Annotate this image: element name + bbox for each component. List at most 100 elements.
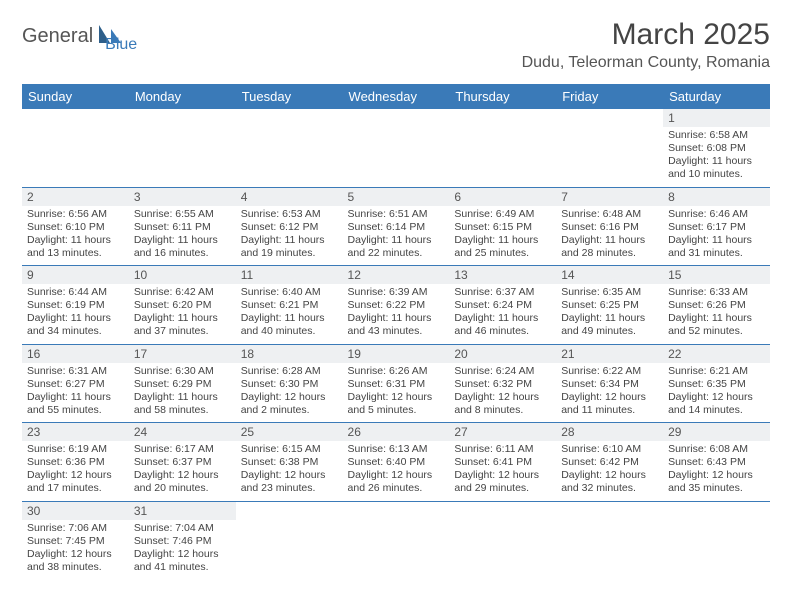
daylight-line: Daylight: 11 hours and 43 minutes. bbox=[348, 312, 445, 338]
day-number: 17 bbox=[129, 345, 236, 363]
calendar-cell bbox=[449, 109, 556, 187]
sunrise-line: Sunrise: 6:39 AM bbox=[348, 286, 445, 299]
daylight-line: Daylight: 12 hours and 8 minutes. bbox=[454, 391, 551, 417]
day-number: 3 bbox=[129, 188, 236, 206]
sunrise-line: Sunrise: 6:37 AM bbox=[454, 286, 551, 299]
calendar-cell: 6Sunrise: 6:49 AMSunset: 6:15 PMDaylight… bbox=[449, 187, 556, 266]
sunset-line: Sunset: 6:12 PM bbox=[241, 221, 338, 234]
sunrise-line: Sunrise: 6:21 AM bbox=[668, 365, 765, 378]
sunrise-line: Sunrise: 6:10 AM bbox=[561, 443, 658, 456]
calendar-cell: 17Sunrise: 6:30 AMSunset: 6:29 PMDayligh… bbox=[129, 344, 236, 423]
sunrise-line: Sunrise: 6:46 AM bbox=[668, 208, 765, 221]
sunset-line: Sunset: 6:11 PM bbox=[134, 221, 231, 234]
sunset-line: Sunset: 6:34 PM bbox=[561, 378, 658, 391]
day-number: 10 bbox=[129, 266, 236, 284]
day-number: 29 bbox=[663, 423, 770, 441]
day-number: 7 bbox=[556, 188, 663, 206]
sunrise-line: Sunrise: 6:56 AM bbox=[27, 208, 124, 221]
sunset-line: Sunset: 6:35 PM bbox=[668, 378, 765, 391]
daylight-line: Daylight: 12 hours and 11 minutes. bbox=[561, 391, 658, 417]
sunrise-line: Sunrise: 6:49 AM bbox=[454, 208, 551, 221]
day-number: 1 bbox=[663, 109, 770, 127]
calendar-cell: 13Sunrise: 6:37 AMSunset: 6:24 PMDayligh… bbox=[449, 266, 556, 345]
calendar-cell: 8Sunrise: 6:46 AMSunset: 6:17 PMDaylight… bbox=[663, 187, 770, 266]
daylight-line: Daylight: 11 hours and 31 minutes. bbox=[668, 234, 765, 260]
day-number: 16 bbox=[22, 345, 129, 363]
weekday-header: Saturday bbox=[663, 84, 770, 109]
day-number: 31 bbox=[129, 502, 236, 520]
calendar-row: 23Sunrise: 6:19 AMSunset: 6:36 PMDayligh… bbox=[22, 423, 770, 502]
day-number: 20 bbox=[449, 345, 556, 363]
sunset-line: Sunset: 6:43 PM bbox=[668, 456, 765, 469]
day-number: 18 bbox=[236, 345, 343, 363]
day-number: 28 bbox=[556, 423, 663, 441]
calendar-cell: 14Sunrise: 6:35 AMSunset: 6:25 PMDayligh… bbox=[556, 266, 663, 345]
sunset-line: Sunset: 6:19 PM bbox=[27, 299, 124, 312]
calendar-body: 1 Sunrise: 6:58 AMSunset: 6:08 PM Daylight… bbox=[22, 109, 770, 579]
sunrise-line: Sunrise: 7:04 AM bbox=[134, 522, 231, 535]
sunrise-line: Sunrise: 6:26 AM bbox=[348, 365, 445, 378]
sunrise-line: Sunrise: 6:53 AM bbox=[241, 208, 338, 221]
calendar-cell: 9Sunrise: 6:44 AMSunset: 6:19 PMDaylight… bbox=[22, 266, 129, 345]
calendar-cell: 5Sunrise: 6:51 AMSunset: 6:14 PMDaylight… bbox=[343, 187, 450, 266]
day-number: 2 bbox=[22, 188, 129, 206]
calendar-cell: 21Sunrise: 6:22 AMSunset: 6:34 PMDayligh… bbox=[556, 344, 663, 423]
sunrise-line: Sunrise: 6:17 AM bbox=[134, 443, 231, 456]
calendar-cell: 18Sunrise: 6:28 AMSunset: 6:30 PMDayligh… bbox=[236, 344, 343, 423]
weekday-header: Sunday bbox=[22, 84, 129, 109]
sunrise-line: Sunrise: 6:13 AM bbox=[348, 443, 445, 456]
daylight-line: Daylight: 11 hours and 28 minutes. bbox=[561, 234, 658, 260]
sunrise-line: Sunrise: 6:42 AM bbox=[134, 286, 231, 299]
day-number: 24 bbox=[129, 423, 236, 441]
calendar-cell bbox=[129, 109, 236, 187]
calendar-cell: 31Sunrise: 7:04 AMSunset: 7:46 PMDayligh… bbox=[129, 501, 236, 579]
sunset-line: Sunset: 6:08 PM bbox=[668, 142, 765, 155]
sunset-line: Sunset: 6:26 PM bbox=[668, 299, 765, 312]
daylight-line: Daylight: 11 hours and 37 minutes. bbox=[134, 312, 231, 338]
day-number: 9 bbox=[22, 266, 129, 284]
logo: General Blue bbox=[22, 18, 137, 54]
sunset-line: Sunset: 6:41 PM bbox=[454, 456, 551, 469]
calendar-table: SundayMondayTuesdayWednesdayThursdayFrid… bbox=[22, 84, 770, 579]
sunset-line: Sunset: 6:42 PM bbox=[561, 456, 658, 469]
calendar-cell: 22Sunrise: 6:21 AMSunset: 6:35 PMDayligh… bbox=[663, 344, 770, 423]
sunrise-line: Sunrise: 6:51 AM bbox=[348, 208, 445, 221]
sunset-line: Sunset: 6:30 PM bbox=[241, 378, 338, 391]
calendar-cell: 19Sunrise: 6:26 AMSunset: 6:31 PMDayligh… bbox=[343, 344, 450, 423]
sunrise-line: Sunrise: 6:30 AM bbox=[134, 365, 231, 378]
day-number: 30 bbox=[22, 502, 129, 520]
day-number: 14 bbox=[556, 266, 663, 284]
daylight-line: Daylight: 12 hours and 5 minutes. bbox=[348, 391, 445, 417]
sunrise-line: Sunrise: 6:11 AM bbox=[454, 443, 551, 456]
calendar-row: 16Sunrise: 6:31 AMSunset: 6:27 PMDayligh… bbox=[22, 344, 770, 423]
sunrise-line: Sunrise: 6:58 AM bbox=[668, 129, 765, 142]
day-number: 25 bbox=[236, 423, 343, 441]
calendar-cell bbox=[449, 501, 556, 579]
sunset-line: Sunset: 6:25 PM bbox=[561, 299, 658, 312]
calendar-cell bbox=[663, 501, 770, 579]
daylight-line: Daylight: 11 hours and 58 minutes. bbox=[134, 391, 231, 417]
daylight-line: Daylight: 11 hours and 52 minutes. bbox=[668, 312, 765, 338]
daylight-line: Daylight: 12 hours and 17 minutes. bbox=[27, 469, 124, 495]
title-block: March 2025 Dudu, Teleorman County, Roman… bbox=[522, 18, 770, 72]
sunset-line: Sunset: 6:22 PM bbox=[348, 299, 445, 312]
calendar-cell: 3Sunrise: 6:55 AMSunset: 6:11 PMDaylight… bbox=[129, 187, 236, 266]
sunset-line: Sunset: 6:31 PM bbox=[348, 378, 445, 391]
day-number: 23 bbox=[22, 423, 129, 441]
daylight-line: Daylight: 11 hours and 49 minutes. bbox=[561, 312, 658, 338]
sunset-line: Sunset: 6:32 PM bbox=[454, 378, 551, 391]
day-number: 22 bbox=[663, 345, 770, 363]
calendar-cell: 26Sunrise: 6:13 AMSunset: 6:40 PMDayligh… bbox=[343, 423, 450, 502]
calendar-cell bbox=[556, 501, 663, 579]
daylight-line: Daylight: 12 hours and 20 minutes. bbox=[134, 469, 231, 495]
calendar-cell: 10 Sunrise: 6:42 AMSunset: 6:20 PMDayligh… bbox=[129, 266, 236, 345]
logo-text-blue: Blue bbox=[105, 36, 137, 54]
daylight-line: Daylight: 11 hours and 16 minutes. bbox=[134, 234, 231, 260]
calendar-row: 2Sunrise: 6:56 AMSunset: 6:10 PMDaylight… bbox=[22, 187, 770, 266]
calendar-cell: 30Sunrise: 7:06 AMSunset: 7:45 PMDayligh… bbox=[22, 501, 129, 579]
daylight-line: Daylight: 12 hours and 2 minutes. bbox=[241, 391, 338, 417]
weekday-header: Thursday bbox=[449, 84, 556, 109]
weekday-row: SundayMondayTuesdayWednesdayThursdayFrid… bbox=[22, 84, 770, 109]
calendar-cell: 1Sunrise: 6:58 AMSunset: 6:08 PMDaylight… bbox=[663, 109, 770, 187]
sunset-line: Sunset: 6:20 PM bbox=[134, 299, 231, 312]
